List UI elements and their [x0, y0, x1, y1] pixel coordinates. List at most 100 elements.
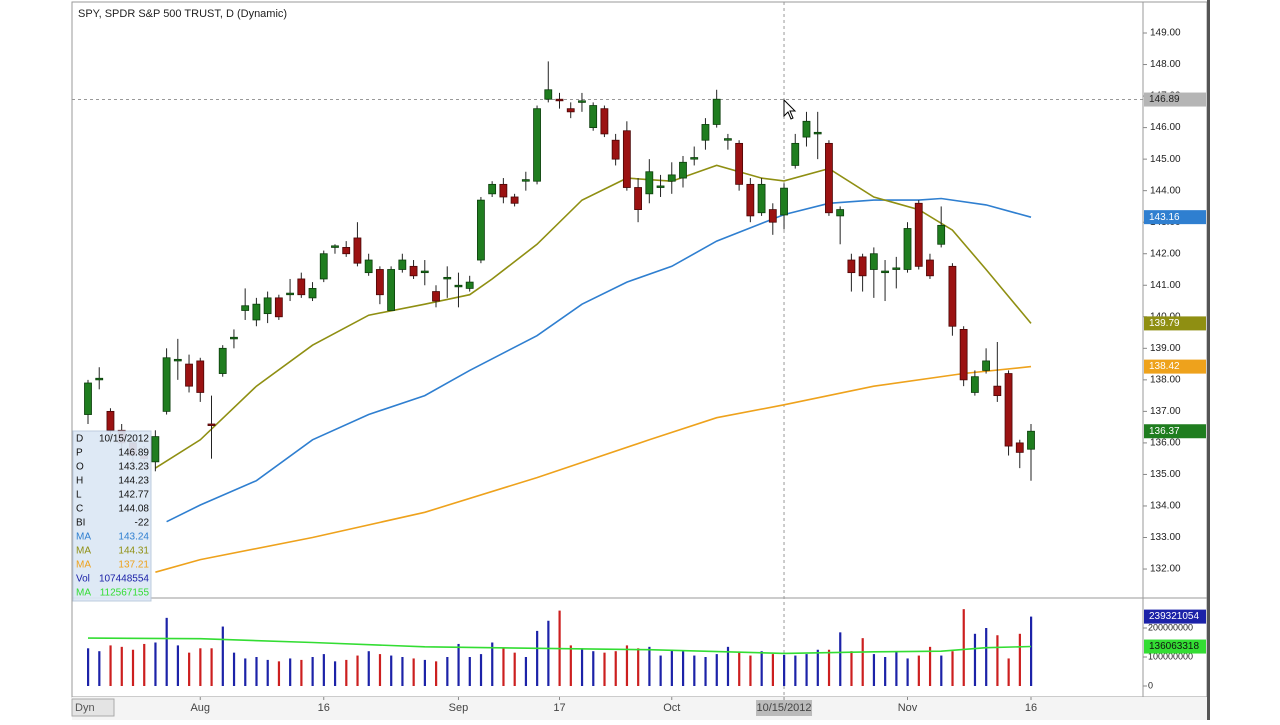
price-marker	[1144, 359, 1206, 374]
candle-body	[477, 199, 485, 261]
volume-bar	[693, 655, 696, 686]
volume-bar	[435, 661, 438, 686]
volume-bar	[648, 646, 651, 686]
candle-body	[230, 336, 238, 340]
data-window-value: 143.23	[118, 462, 149, 473]
volume-bar	[154, 642, 157, 686]
candle-body	[578, 100, 586, 103]
volume-bar	[996, 635, 999, 686]
volume-bar	[491, 642, 494, 686]
price-marker-label: 138.42	[1149, 361, 1180, 372]
volume-bar	[771, 654, 774, 686]
volume-bar	[176, 645, 180, 686]
candle-body	[1015, 442, 1024, 453]
volume-tick-label: 0	[1148, 680, 1153, 690]
candle-body	[95, 377, 104, 381]
candle-body	[331, 245, 339, 248]
volume-average-line	[87, 637, 1032, 655]
volume-bar	[345, 659, 348, 686]
x-tick-label: 10/15/2012	[756, 702, 811, 714]
candle-body	[982, 360, 990, 371]
y-tick-label: 135.00	[1150, 469, 1181, 480]
price-marker	[1144, 92, 1206, 107]
volume-bar	[109, 645, 112, 686]
candle-body	[690, 157, 699, 160]
data-window-label: P	[76, 448, 83, 459]
candle-body	[297, 278, 306, 296]
volume-bar	[726, 646, 730, 686]
volume-bar	[524, 656, 528, 686]
volume-bar	[614, 651, 617, 686]
data-window-label: H	[76, 476, 83, 487]
mode-button-label[interactable]: Dyn	[75, 702, 95, 714]
y-tick-label: 139.00	[1150, 343, 1181, 354]
volume-bar	[232, 652, 236, 686]
x-axis-strip	[72, 697, 1207, 720]
data-window-label: C	[76, 504, 83, 515]
volume-bar	[98, 651, 101, 686]
candle-body	[701, 124, 710, 141]
volume-bar	[513, 652, 516, 686]
volume-bar	[1007, 658, 1010, 686]
data-window-value: 146.89	[118, 448, 149, 459]
volume-bar	[468, 656, 471, 686]
candle-body	[847, 259, 856, 274]
volume-bar	[917, 655, 920, 686]
candle-body	[937, 224, 946, 245]
volume-bar	[670, 649, 673, 686]
volume-bar	[827, 649, 831, 686]
volume-bar	[580, 648, 584, 686]
candle-body	[667, 174, 676, 182]
candle-body	[465, 281, 474, 289]
volume-bar	[749, 655, 752, 686]
volume-bar	[87, 648, 90, 686]
data-window-label: MA	[76, 588, 91, 599]
candle-body	[914, 202, 923, 267]
volume-bar	[199, 648, 202, 686]
data-window-label: MA	[76, 546, 91, 557]
volume-bar	[951, 651, 954, 686]
candle-body	[1004, 373, 1013, 447]
data-window-label: O	[76, 462, 84, 473]
price-marker-label: 136063318	[1149, 641, 1199, 652]
price-marker-label: 139.79	[1149, 318, 1180, 329]
y-tick-label: 142.00	[1150, 248, 1181, 259]
candle-body	[319, 253, 328, 280]
candle-body	[768, 209, 777, 223]
y-tick-label: 149.00	[1150, 28, 1181, 39]
candle-body	[1027, 430, 1035, 450]
volume-bar	[221, 626, 224, 686]
volume-bar	[536, 630, 539, 686]
mode-button[interactable]	[71, 698, 115, 717]
candle-body	[488, 183, 497, 195]
volume-bar	[266, 659, 269, 686]
price-marker	[1144, 639, 1206, 654]
data-window-label: BI	[76, 518, 85, 529]
candle-body	[173, 358, 182, 362]
volume-bar	[311, 656, 314, 686]
volume-bar	[333, 661, 337, 686]
data-window-label: Vol	[76, 574, 90, 585]
price-marker-label: 239321054	[1149, 611, 1199, 622]
candle-body	[622, 130, 631, 188]
candle-body	[555, 98, 564, 102]
volume-bar	[165, 617, 168, 686]
volume-bar	[569, 645, 572, 686]
y-tick-label: 132.00	[1150, 564, 1181, 575]
price-marker-label: 143.16	[1149, 212, 1180, 223]
candle-body	[892, 267, 901, 270]
price-marker	[1144, 424, 1206, 439]
data-window-value: 144.23	[118, 476, 149, 487]
candle-body	[656, 185, 665, 188]
volume-bar	[322, 654, 325, 686]
volume-tick-label: 200000000	[1148, 622, 1193, 632]
volume-bar	[659, 655, 662, 686]
candle-body	[443, 276, 452, 280]
candle-body	[959, 328, 968, 381]
candle-body	[342, 247, 351, 255]
price-marker	[1144, 609, 1206, 624]
volume-bar	[625, 645, 629, 686]
price-marker	[1144, 316, 1206, 331]
candle-body	[881, 270, 889, 274]
crosshair-date-box	[756, 700, 813, 716]
